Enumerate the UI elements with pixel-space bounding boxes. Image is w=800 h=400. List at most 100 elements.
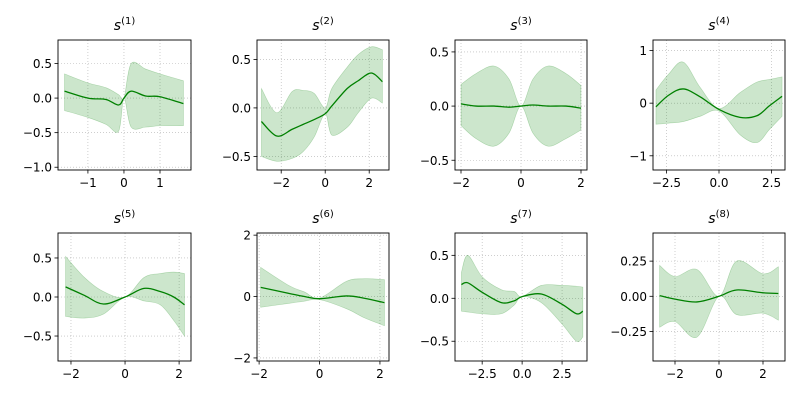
x-tick-label: −2 — [250, 367, 268, 381]
x-tick-label: 2.5 — [762, 176, 781, 190]
y-tick-label: 2 — [243, 229, 251, 243]
x-tick-label: 2 — [759, 367, 767, 381]
title-superscript: (6) — [320, 209, 334, 220]
axes-frame — [57, 39, 192, 171]
y-tick-label: 0.0 — [33, 291, 52, 305]
subplot-title: s(3) — [510, 16, 532, 34]
y-tick-label: 0.5 — [232, 53, 251, 67]
subplot-7: −2.5 0.0 2.5 −0.5 0.0 0.5 s(7) — [420, 209, 588, 381]
y-tick-label: −0.5 — [23, 126, 52, 140]
title-superscript: (4) — [716, 16, 730, 27]
x-tick-label: −2 — [62, 367, 80, 381]
y-tick-label: 0.0 — [232, 101, 251, 115]
y-tick-label: −0.5 — [222, 150, 251, 164]
subplot-title: s(4) — [708, 16, 730, 34]
title-main: s — [114, 18, 121, 34]
x-tick-label: 2 — [577, 176, 585, 190]
mean-line — [655, 88, 783, 119]
y-tick-label: 1 — [639, 44, 647, 58]
x-tick-label: 2 — [175, 367, 183, 381]
y-tick-label: −1 — [629, 149, 647, 163]
axes-frame — [454, 232, 588, 362]
title-superscript: (5) — [121, 209, 135, 220]
confidence-band — [655, 61, 783, 144]
x-tick-label: 0 — [715, 367, 723, 381]
subplot-title: s(7) — [510, 209, 532, 227]
y-tick-label: −2 — [233, 351, 251, 365]
y-tick-label: 0 — [243, 290, 251, 304]
confidence-band — [659, 260, 779, 338]
x-tick-label: 0 — [321, 176, 329, 190]
confidence-band — [461, 255, 584, 343]
subplot-title: s(1) — [114, 16, 136, 34]
y-tick-label: −0.5 — [23, 330, 52, 344]
subplot-title: s(5) — [114, 209, 136, 227]
y-tick-label: −0.5 — [420, 154, 449, 168]
title-main: s — [708, 211, 715, 227]
x-tick-label: 0.0 — [513, 367, 532, 381]
mean-line — [461, 281, 584, 315]
axes-frame — [652, 39, 786, 171]
title-main: s — [312, 18, 319, 34]
confidence-band — [64, 61, 184, 133]
y-tick-label: −1.0 — [23, 161, 52, 175]
subplot-title: s(6) — [312, 209, 334, 227]
subplot-4: −2.5 0.0 2.5 −1 0 1 s(4) — [629, 16, 786, 190]
x-tick-label: 0 — [517, 176, 525, 190]
mean-line — [65, 286, 185, 306]
subplot-title: s(2) — [312, 16, 334, 34]
mean-line — [260, 72, 383, 137]
x-tick-label: 2 — [376, 367, 384, 381]
x-tick-label: −1 — [79, 176, 97, 190]
title-main: s — [510, 211, 517, 227]
axes-frame — [256, 39, 390, 171]
y-tick-label: 0.0 — [33, 92, 52, 106]
y-tick-label: −0.5 — [420, 335, 449, 349]
subplot-title: s(8) — [708, 209, 730, 227]
title-main: s — [312, 211, 319, 227]
x-tick-label: 0 — [120, 176, 128, 190]
x-tick-label: −2 — [452, 176, 470, 190]
mean-line — [64, 90, 184, 106]
confidence-band — [260, 266, 385, 327]
y-tick-label: 0.0 — [430, 292, 449, 306]
y-tick-label: 0.5 — [430, 45, 449, 59]
y-tick-label: 0.0 — [430, 100, 449, 114]
y-tick-label: 0.5 — [33, 251, 52, 265]
title-main: s — [510, 18, 517, 34]
x-tick-label: 2.5 — [553, 367, 572, 381]
x-tick-label: −2.5 — [468, 367, 497, 381]
title-superscript: (1) — [121, 16, 135, 27]
x-tick-label: 1 — [156, 176, 164, 190]
axes-frame — [57, 232, 192, 362]
mean-line — [460, 103, 582, 109]
mean-line — [260, 286, 385, 304]
axes-frame — [652, 232, 786, 362]
y-tick-label: 0.5 — [33, 57, 52, 71]
title-superscript: (2) — [320, 16, 334, 27]
x-tick-label: 0 — [316, 367, 324, 381]
x-tick-label: 0 — [121, 367, 129, 381]
y-tick-label: 0 — [639, 97, 647, 111]
axes-frame — [256, 232, 390, 362]
x-tick-label: 2 — [365, 176, 373, 190]
subplot-5: −2 0 2 −0.5 0.0 0.5 s(5) — [23, 209, 192, 381]
title-superscript: (8) — [716, 209, 730, 220]
subplot-2: −2 0 2 −0.5 0.0 0.5 s(2) — [222, 16, 390, 190]
y-tick-label: 0.00 — [620, 290, 647, 304]
title-main: s — [708, 18, 715, 34]
x-tick-label: 0.0 — [709, 176, 728, 190]
title-main: s — [114, 211, 121, 227]
title-superscript: (7) — [518, 209, 532, 220]
confidence-band — [261, 46, 383, 162]
x-tick-label: −2.5 — [652, 176, 681, 190]
x-tick-label: −2 — [272, 176, 290, 190]
y-tick-label: 0.5 — [430, 249, 449, 263]
confidence-band — [65, 255, 185, 337]
subplot-6: −2 0 2 −2 0 2 s(6) — [233, 209, 390, 381]
y-tick-label: −0.25 — [610, 325, 647, 339]
mean-line — [659, 289, 779, 303]
axes-frame — [454, 39, 588, 171]
subplot-1: −1 0 1 −1.0 −0.5 0.0 0.5 s(1) — [23, 16, 192, 190]
